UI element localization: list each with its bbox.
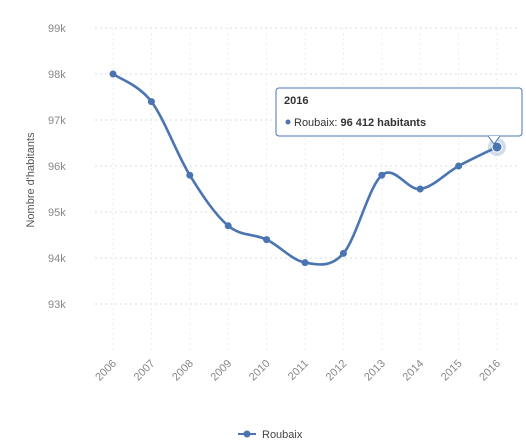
x-tick-label: 2016 [477,358,503,384]
tooltip-title: 2016 [284,95,308,107]
data-point[interactable] [109,70,117,78]
legend[interactable]: Roubaix [238,429,303,441]
x-axis-ticks: 2006 2007 2008 2009 2010 2011 2012 2013 2014 2015… [93,358,503,384]
tooltip-series-dot [285,119,291,125]
y-axis-ticks: 99k 98k 97k 96k 95k 94k 93k [48,23,66,311]
tooltip-series-name: Roubaix [294,117,335,129]
legend-marker [243,430,251,438]
x-tick-label: 2007 [132,358,158,384]
tooltip-arrow [487,135,501,145]
y-tick-label: 94k [48,253,66,265]
x-tick-label: 2010 [247,358,273,384]
x-tick-label: 2008 [170,358,196,384]
x-tick-label: 2013 [362,358,388,384]
y-tick-label: 93k [48,299,66,311]
legend-label-roubaix[interactable]: Roubaix [262,429,303,441]
tooltip: 2016 Roubaix: 96 412 habitants [275,87,523,145]
data-point[interactable] [147,98,155,106]
data-point[interactable] [339,249,347,257]
y-tick-label: 95k [48,207,66,219]
x-tick-label: 2012 [324,358,350,384]
data-point[interactable] [491,141,503,153]
y-tick-label: 96k [48,161,66,173]
tooltip-box [275,87,523,137]
data-point[interactable] [378,171,386,179]
y-axis-label: Nombre d'habitants [25,132,37,228]
x-tick-label: 2015 [439,358,465,384]
x-tick-label: 2009 [209,358,235,384]
tooltip-value: 96 412 habitants [340,117,426,129]
grid-lines [95,27,520,350]
tooltip-body: Roubaix: 96 412 habitants [294,117,426,129]
data-point[interactable] [455,162,463,170]
data-points [109,70,506,267]
data-point[interactable] [416,185,424,193]
x-tick-label: 2014 [401,358,427,384]
data-point[interactable] [301,259,309,267]
y-tick-label: 98k [48,69,66,81]
data-point[interactable] [263,236,271,244]
data-point[interactable] [224,222,232,230]
x-tick-label: 2011 [286,358,311,383]
y-tick-label: 99k [48,23,66,35]
y-tick-label: 97k [48,115,66,127]
x-tick-label: 2006 [93,358,119,384]
data-point[interactable] [186,171,194,179]
